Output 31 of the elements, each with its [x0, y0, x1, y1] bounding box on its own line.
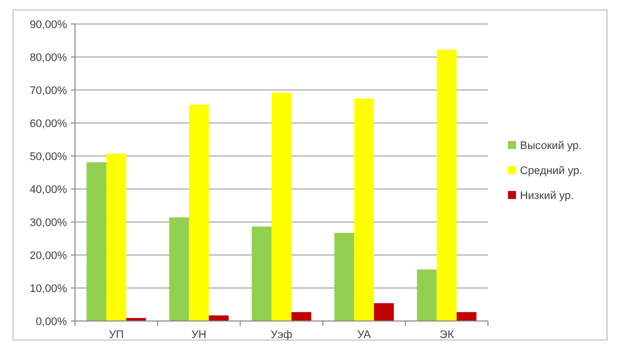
x-tick-label: УП: [108, 329, 124, 341]
legend-label: Высокий ур.: [520, 140, 582, 152]
y-tick-label: 10,00%: [30, 282, 68, 295]
bar: [374, 303, 394, 321]
bar: [188, 104, 209, 321]
y-tick-label: 70,00%: [30, 84, 68, 97]
bar: [291, 312, 312, 321]
bar: [86, 162, 106, 321]
bar: [436, 50, 457, 321]
y-tick-label: 50,00%: [30, 150, 68, 163]
y-tick-label: 0,00%: [36, 316, 68, 328]
x-tick-label: Уэф: [270, 329, 292, 341]
legend-label: Средний ур.: [520, 164, 582, 177]
x-tick-label: УН: [191, 329, 206, 341]
y-tick-label: 20,00%: [30, 250, 68, 262]
y-tick-label: 80,00%: [30, 52, 68, 64]
bar: [169, 217, 189, 321]
bar: [272, 92, 292, 321]
x-tick-label: УА: [357, 329, 372, 341]
bar: [354, 98, 374, 321]
y-tick-label: 30,00%: [30, 216, 68, 229]
bar: [252, 226, 272, 321]
legend-label: Низкий ур.: [520, 190, 574, 202]
y-tick-label: 40,00%: [30, 184, 68, 196]
y-tick-label: 90,00%: [30, 18, 68, 31]
y-tick-label: 60,00%: [30, 118, 68, 130]
bar: [416, 270, 437, 321]
x-tick-label: ЭК: [440, 329, 454, 341]
bar: [106, 154, 126, 321]
bar: [456, 312, 476, 321]
bar: [334, 232, 354, 321]
